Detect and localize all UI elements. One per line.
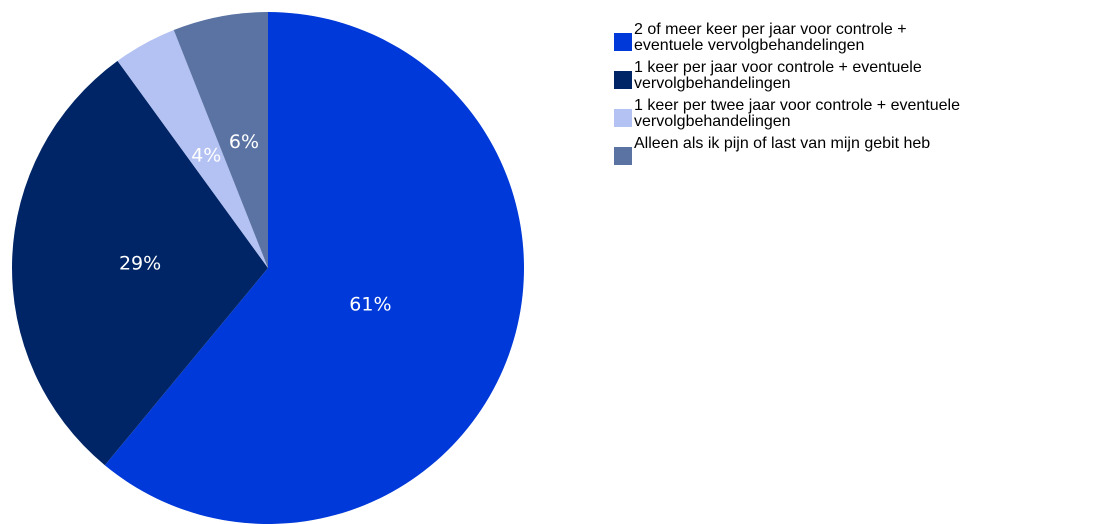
pie-slice-4 — [173, 12, 268, 268]
pie-slices — [12, 11, 525, 524]
pie-slice-label-1: 61% — [349, 293, 391, 315]
legend-swatch — [614, 71, 632, 89]
chart-legend: 2 of meer keer per jaar voor controle + … — [614, 22, 1094, 165]
legend-item: 1 keer per twee jaar voor controle + eve… — [614, 98, 1094, 130]
legend-item: Alleen als ik pijn of last van mijn gebi… — [614, 135, 1094, 165]
legend-label: 1 keer per twee jaar voor controle + eve… — [634, 97, 960, 130]
pie-slice-3 — [117, 29, 268, 269]
pie-slice-label-2: 29% — [119, 253, 161, 275]
pie-slice-label-4: 6% — [229, 131, 259, 153]
pie-slice-labels: 61% 29% 4% 6% — [119, 131, 392, 316]
legend-item: 1 keer per jaar voor controle + eventuel… — [614, 60, 1094, 92]
legend-swatch — [614, 109, 632, 127]
legend-swatch — [614, 147, 632, 165]
legend-label: 2 of meer keer per jaar voor controle + … — [634, 21, 907, 54]
legend-label: Alleen als ik pijn of last van mijn gebi… — [634, 135, 931, 152]
legend-swatch — [614, 33, 632, 51]
pie-slice-2 — [12, 60, 269, 466]
pie-slice-1 — [104, 11, 525, 524]
legend-item: 2 of meer keer per jaar voor controle + … — [614, 22, 1094, 54]
legend-label: 1 keer per jaar voor controle + eventuel… — [634, 59, 922, 92]
pie-slice-label-3: 4% — [191, 144, 221, 166]
